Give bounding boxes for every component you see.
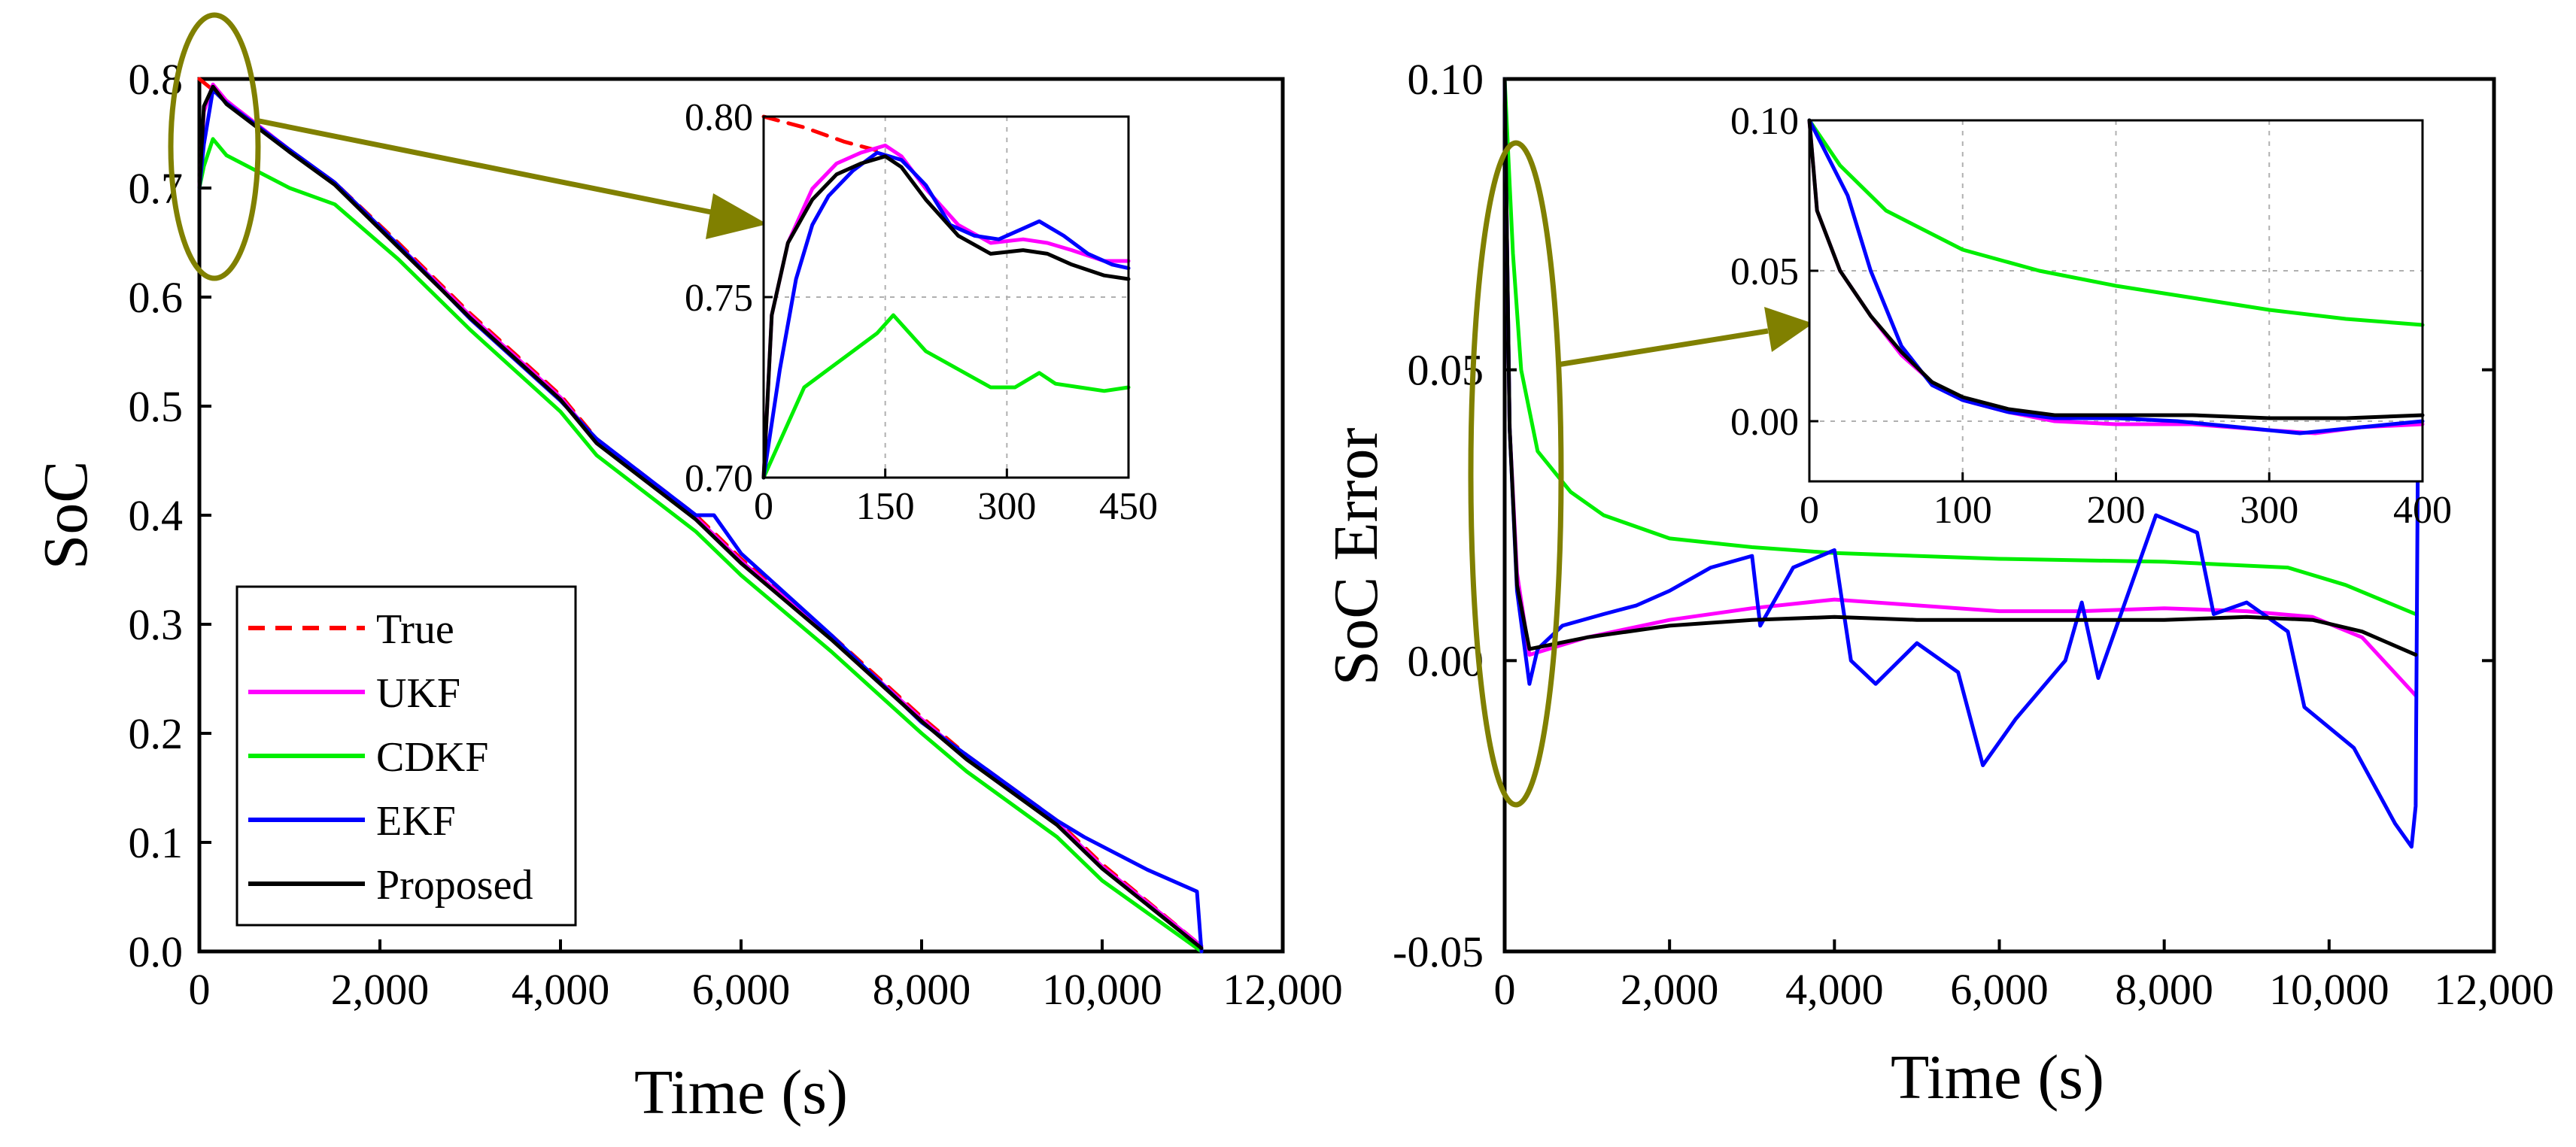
err-ticks: 0 2,000 4,000 6,000 8,000 10,000 12,000 -0.05 0.… [1393, 55, 2554, 1014]
err-series-cdkf [1502, 77, 2418, 616]
legend-label-ukf: UKF [376, 670, 460, 717]
x-tick-label: 0 [1494, 965, 1516, 1014]
x-tick-label: 2,000 [331, 965, 430, 1014]
y-tick-label: 0.05 [1730, 250, 1799, 293]
err-series-proposed [1502, 77, 2418, 657]
err-series-ekf [1502, 77, 2420, 849]
y-tick-label: 0.80 [685, 96, 753, 139]
x-tick-label: 400 [2393, 489, 2452, 532]
y-tick-label: 0.2 [129, 709, 184, 758]
legend-label-true: True [376, 606, 454, 653]
y-tick-label: 0.00 [1730, 401, 1799, 444]
legend-item-true: True [248, 606, 454, 653]
x-tick-label: 4,000 [1785, 965, 1884, 1014]
err-inset-series-ekf [1807, 118, 2425, 435]
err-xlabel: Time (s) [1891, 1042, 2104, 1112]
x-tick-label: 100 [1934, 489, 1992, 532]
y-tick-label: 0.3 [129, 600, 184, 649]
x-tick-label: 12,000 [2434, 965, 2554, 1014]
soc-zoom-arrowhead [706, 193, 767, 239]
err-inset-series-cdkf [1807, 118, 2425, 327]
soc-xlabel: Time (s) [634, 1057, 848, 1127]
soc-ylabel: SoC [31, 461, 101, 570]
x-tick-label: 0 [189, 965, 211, 1014]
y-tick-label: 0.4 [129, 491, 184, 540]
soc-error-chart: 0 2,000 4,000 6,000 8,000 10,000 12,000 -0.05 0.… [1321, 55, 2554, 1112]
x-tick-label: 2,000 [1621, 965, 1719, 1014]
legend-item-cdkf: CDKF [248, 734, 488, 781]
legend-item-proposed: Proposed [248, 862, 533, 909]
x-tick-label: 300 [977, 485, 1036, 528]
y-tick-label: 0.00 [1408, 636, 1484, 685]
x-tick-label: 10,000 [1042, 965, 1162, 1014]
soc-inset-ticks: 0 150 300 450 0.70 0.75 0.80 [685, 96, 1158, 528]
err-zoom-arrow [1557, 328, 1769, 368]
soc-ticks: 0 2,000 4,000 6,000 8,000 10,000 12,000 0.0 0.1 0… [129, 55, 1343, 1014]
err-inset: 0 100 200 300 400 0.00 0.05 0.10 [1730, 100, 2452, 532]
x-tick-label: 8,000 [2115, 965, 2213, 1014]
err-series [1502, 77, 2420, 849]
err-zoom-arrowhead [1764, 307, 1813, 352]
x-tick-label: 200 [2087, 489, 2146, 532]
x-tick-label: 12,000 [1223, 965, 1343, 1014]
y-tick-label: 0.10 [1730, 100, 1799, 143]
x-tick-label: 10,000 [2269, 965, 2389, 1014]
legend-item-ukf: UKF [248, 670, 460, 717]
legend-item-ekf: EKF [248, 798, 456, 845]
soc-inset-series-cdkf [761, 313, 1131, 480]
y-tick-label: 0.1 [129, 818, 184, 867]
x-tick-label: 8,000 [873, 965, 971, 1014]
x-tick-label: 0 [1800, 489, 1819, 532]
soc-zoom-ellipse [168, 12, 261, 281]
soc-inset-series-proposed [761, 154, 1131, 480]
err-inset-series-proposed [1807, 118, 2425, 420]
x-tick-label: 150 [856, 485, 915, 528]
legend-label-proposed: Proposed [376, 862, 533, 909]
soc-inset-series-true [761, 114, 888, 155]
y-tick-label: 0.6 [129, 273, 184, 322]
legend: True UKF CDKF EKF Proposed [235, 585, 577, 927]
soc-series [197, 77, 1204, 954]
soc-zoom-arrow [255, 117, 723, 217]
soc-chart: 0 2,000 4,000 6,000 8,000 10,000 12,000 0.0 0.1 0… [31, 12, 1343, 1127]
y-tick-label: -0.05 [1393, 927, 1484, 976]
legend-label-cdkf: CDKF [376, 734, 488, 781]
soc-inset: 0 150 300 450 0.70 0.75 0.80 [685, 96, 1158, 528]
x-tick-label: 450 [1099, 485, 1158, 528]
soc-series-proposed [197, 84, 1204, 951]
x-tick-label: 6,000 [692, 965, 791, 1014]
err-zoom-ellipse [1468, 140, 1564, 808]
y-tick-label: 0.0 [129, 927, 184, 976]
soc-series-cdkf [197, 137, 1204, 954]
soc-inset-series [761, 114, 1131, 480]
err-ylabel: SoC Error [1321, 427, 1391, 685]
x-tick-label: 6,000 [1950, 965, 2049, 1014]
y-tick-label: 0.10 [1408, 55, 1484, 104]
x-tick-label: 0 [754, 485, 773, 528]
soc-inset-series-ekf [761, 150, 1131, 480]
y-tick-label: 0.70 [685, 457, 753, 500]
y-tick-label: 0.5 [129, 382, 184, 431]
y-tick-label: 0.75 [685, 277, 753, 320]
x-tick-label: 300 [2240, 489, 2298, 532]
err-inset-series [1807, 118, 2425, 435]
legend-label-ekf: EKF [376, 798, 456, 845]
x-tick-label: 4,000 [512, 965, 610, 1014]
err-inset-ticks: 0 100 200 300 400 0.00 0.05 0.10 [1730, 100, 2452, 532]
